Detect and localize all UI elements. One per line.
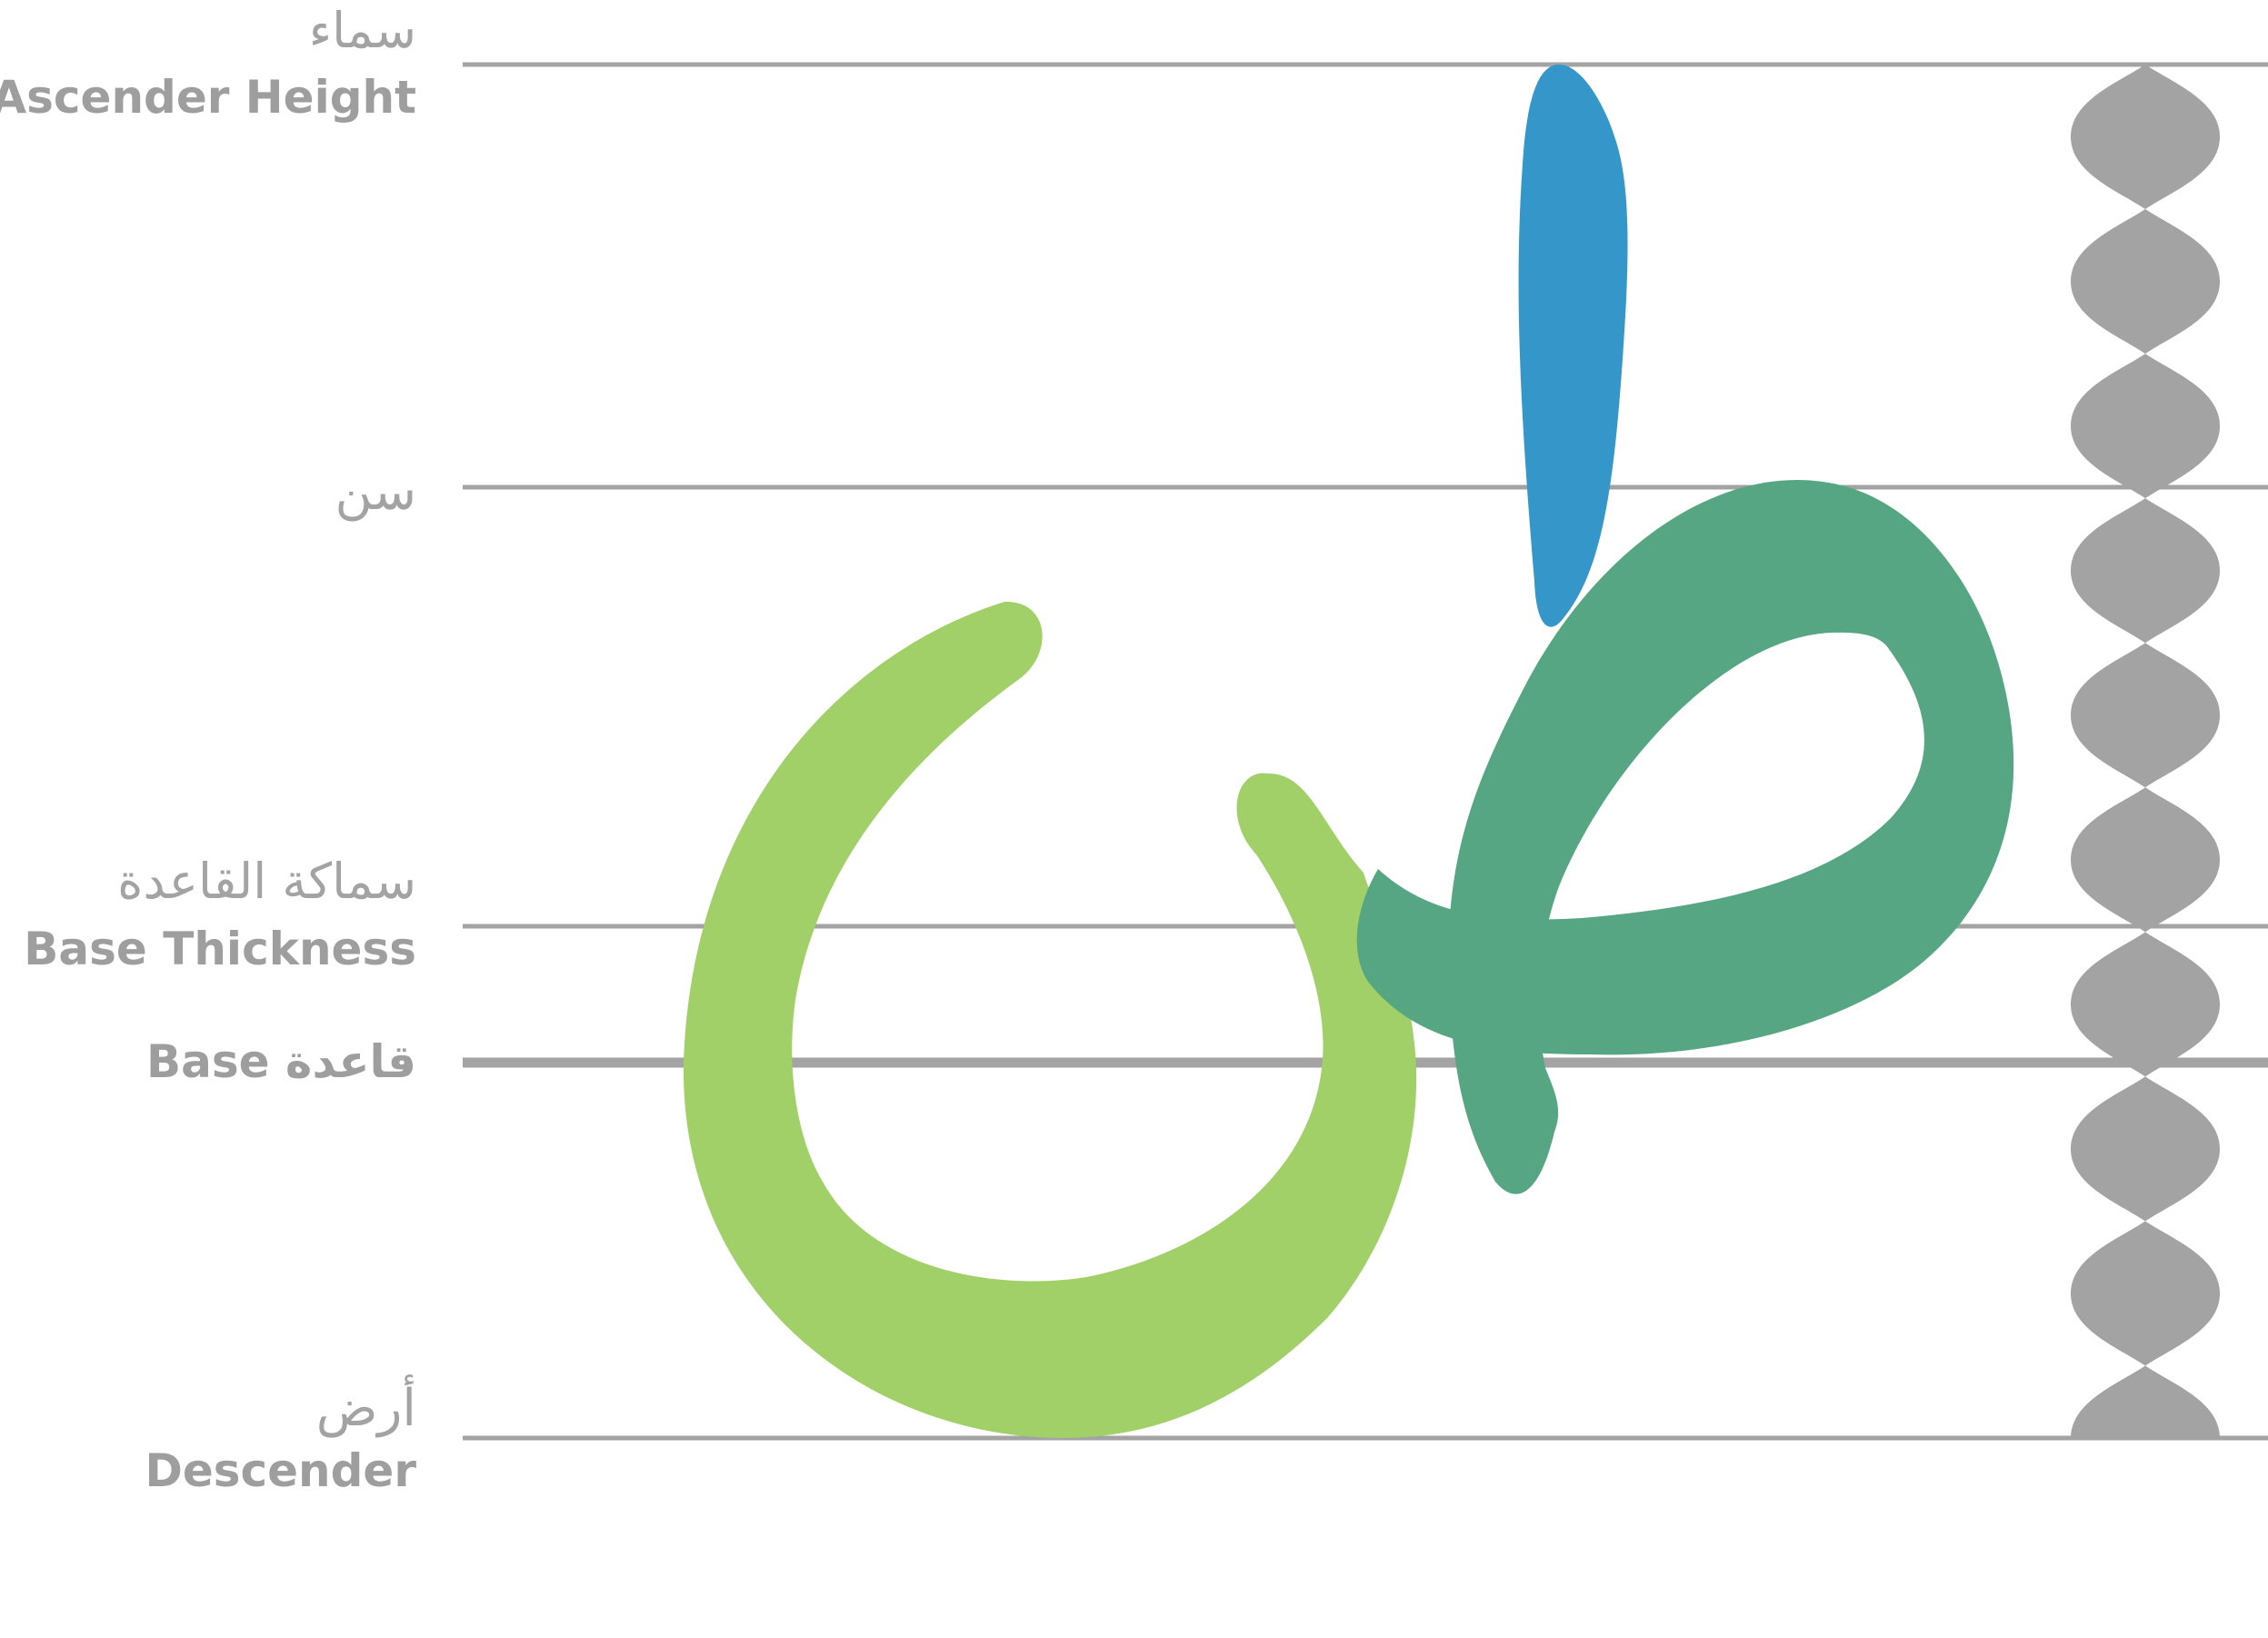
noon-bowl <box>683 601 1417 1438</box>
rhombic-dot <box>2071 65 2220 210</box>
descender-label-en: Descender <box>145 1444 416 1497</box>
base-label: Base قاعدة <box>146 1035 416 1088</box>
rhombic-dot <box>2071 1076 2220 1222</box>
thickness-label-ar: سماكة القاعدة <box>117 853 416 910</box>
rhombic-dot <box>2071 643 2220 788</box>
rhombic-dot <box>2071 1221 2220 1366</box>
ascender-label-en: Ascender Height <box>0 71 416 124</box>
alef-glyph <box>1518 65 1628 627</box>
tooth-label-ar: سن <box>335 463 416 522</box>
ta-glyph <box>1356 479 2014 1194</box>
descender-label-ar: أرض <box>316 1374 416 1438</box>
rhombic-dot <box>2071 1365 2220 1438</box>
alef-stroke <box>1518 65 1628 627</box>
rhombic-dot <box>2071 498 2220 644</box>
rhombic-dot <box>2071 932 2220 1077</box>
thickness-label-en: Base Thickness <box>24 923 416 975</box>
labels: سماء Ascender Height سن سماكة القاعدة Ba… <box>0 2 416 1497</box>
noon-glyph <box>683 601 1417 1438</box>
rhombic-dot <box>2071 354 2220 499</box>
ascender-label-ar: سماء <box>309 2 416 59</box>
ta-body <box>1356 479 2014 1194</box>
dot-column <box>2071 65 2220 1438</box>
rhombic-dot <box>2071 209 2220 355</box>
rhombic-dot <box>2071 787 2220 933</box>
